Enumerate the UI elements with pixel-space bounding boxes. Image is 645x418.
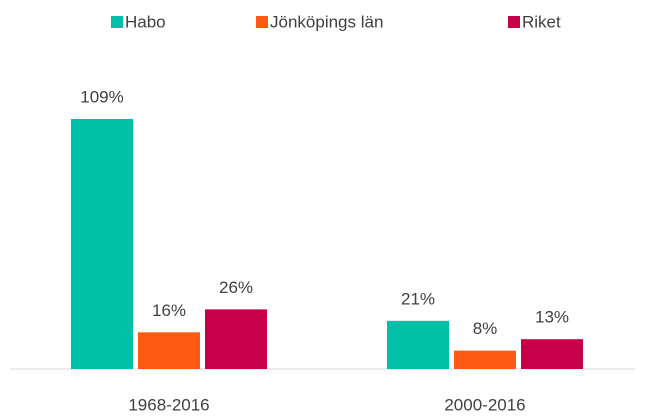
bar	[71, 119, 133, 369]
bar	[521, 339, 583, 369]
data-label: 16%	[152, 301, 186, 320]
bar	[387, 320, 449, 369]
legend-swatch	[508, 16, 520, 28]
legend-label: Jönköpings län	[270, 12, 383, 31]
data-label: 13%	[535, 308, 569, 327]
legend-swatch	[111, 16, 123, 28]
legend-label: Riket	[522, 12, 561, 31]
data-label: 26%	[219, 278, 253, 297]
data-label: 109%	[80, 87, 123, 106]
x-tick-label: 2000-2016	[444, 395, 525, 414]
data-label: 8%	[473, 319, 498, 338]
legend-label: Habo	[125, 12, 166, 31]
bar	[454, 350, 516, 369]
legend-swatch	[256, 16, 268, 28]
data-label: 21%	[401, 289, 435, 308]
x-tick-label: 1968-2016	[128, 395, 209, 414]
bar	[138, 332, 200, 369]
bar	[205, 309, 267, 369]
